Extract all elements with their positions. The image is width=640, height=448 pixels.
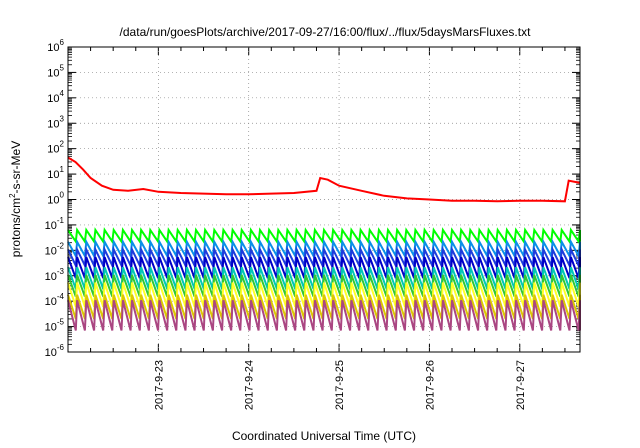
series-line-5 xyxy=(67,256,581,279)
y-tick-label: 101 xyxy=(47,165,64,181)
series-line-10 xyxy=(67,300,581,331)
series-line-2 xyxy=(67,227,581,245)
plot-frame xyxy=(67,46,581,353)
y-tick-labels: 10-6 10-5 10-4 10-3 10-2 10-1 100 101 102 103 104 1… xyxy=(45,38,65,359)
y-tick-label: 10-6 xyxy=(45,343,65,359)
y-axis-label-sup: 2 xyxy=(8,193,17,198)
x-tick-labels: 2017-9-23 2017-9-24 2017-9-25 2017-9-26 2017… xyxy=(153,360,526,410)
series-line-1 xyxy=(67,156,581,203)
x-tick-label: 2017-9-26 xyxy=(424,360,436,410)
series-line-4 xyxy=(67,245,581,270)
x-tick-label: 2017-9-27 xyxy=(515,360,527,410)
y-tick-label: 104 xyxy=(47,89,64,105)
x-tick-label: 2017-9-23 xyxy=(153,360,165,410)
y-tick-label: 10-2 xyxy=(45,241,65,257)
series-line-9 xyxy=(67,294,581,320)
series-line-6 xyxy=(67,266,581,290)
y-tick-label: 10-3 xyxy=(45,267,65,283)
y-tick-label: 10-1 xyxy=(45,216,65,232)
y-tick-label: 100 xyxy=(47,191,64,207)
y-tick-label: 103 xyxy=(47,114,64,130)
y-tick-label: 102 xyxy=(47,140,64,156)
y-tick-label: 10-4 xyxy=(45,292,65,308)
series-line-3 xyxy=(67,238,581,260)
y-tick-label: 10-5 xyxy=(45,318,65,334)
y-tick-label: 105 xyxy=(47,63,64,79)
series-line-7 xyxy=(67,274,581,298)
y-tick-label: 106 xyxy=(47,38,64,54)
x-axis-label: Coordinated Universal Time (UTC) xyxy=(232,429,416,443)
x-tick-label: 2017-9-24 xyxy=(244,360,256,410)
series-group xyxy=(67,156,581,331)
series-line-8 xyxy=(67,282,581,308)
y-axis-label: protons/cm2-s-sr-MeV xyxy=(8,141,23,257)
chart-title: /data/run/goesPlots/archive/2017-09-27/1… xyxy=(120,25,532,39)
x-tick-label: 2017-9-25 xyxy=(334,360,346,410)
